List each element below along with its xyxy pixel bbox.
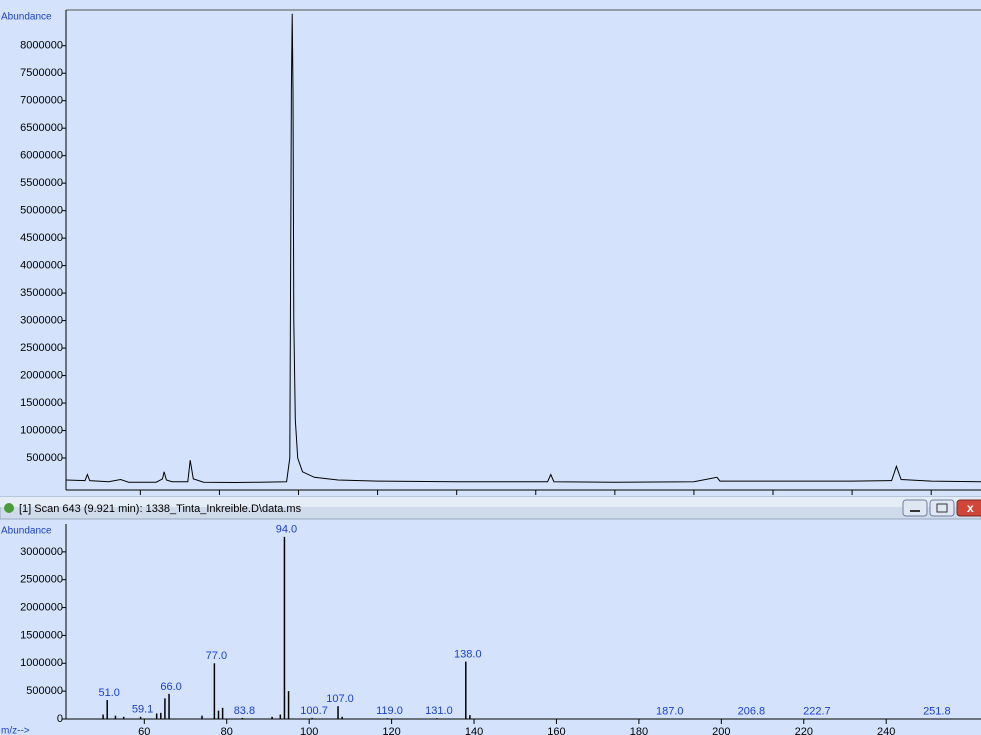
y-tick-label: 2000000 (20, 369, 63, 381)
y-tick-label: 1000000 (20, 424, 63, 436)
peak-label: 222.7 (803, 705, 831, 717)
x-tick-label: 240 (877, 726, 895, 735)
peak-label: 83.8 (234, 705, 255, 717)
title-bar-highlight (0, 497, 981, 507)
y-tick-label: 1500000 (20, 629, 63, 641)
peak-label: 107.0 (326, 693, 354, 705)
maximize-button[interactable] (929, 499, 955, 517)
y-tick-label: 7500000 (20, 67, 63, 79)
x-tick-label: 160 (547, 726, 565, 735)
x-tick-label: 200 (712, 726, 730, 735)
minimize-button[interactable] (902, 499, 928, 517)
peak-label: 51.0 (99, 687, 120, 699)
peak-label: 119.0 (376, 705, 403, 717)
y-tick-label: 2500000 (20, 342, 63, 354)
close-icon: x (967, 501, 974, 515)
peak-label: 206.8 (738, 705, 766, 717)
peak-label: 94.0 (276, 524, 297, 536)
close-button[interactable] (956, 499, 981, 517)
peak-label: 59.1 (132, 704, 153, 716)
y-axis-title: Abundance (1, 526, 52, 537)
y-tick-label: 2000000 (20, 601, 63, 613)
y-tick-label: 3500000 (20, 287, 63, 299)
x-tick-label: 140 (465, 726, 483, 735)
x-tick-label: 60 (138, 726, 150, 735)
peak-label: 131.0 (425, 705, 453, 717)
y-tick-label: 3000000 (20, 314, 63, 326)
y-tick-label: 0 (57, 713, 63, 725)
peak-label: 77.0 (206, 650, 227, 662)
window-icon (4, 503, 14, 513)
y-tick-label: 5500000 (20, 177, 63, 189)
y-tick-label: 6500000 (20, 122, 63, 134)
x-tick-label: 120 (382, 726, 400, 735)
y-tick-label: 5000000 (20, 205, 63, 217)
x-tick-label: 80 (221, 726, 233, 735)
window-title: [1] Scan 643 (9.921 min): 1338_Tinta_Ink… (19, 503, 302, 515)
y-tick-label: 500000 (26, 685, 63, 697)
x-tick-label: 100 (300, 726, 318, 735)
y-tick-label: 3000000 (20, 546, 63, 558)
y-tick-label: 1000000 (20, 657, 63, 669)
peak-label: 100.7 (300, 705, 328, 717)
y-tick-label: 7000000 (20, 95, 63, 107)
x-axis-title: m/z--> (1, 726, 30, 735)
y-tick-label: 6000000 (20, 150, 63, 162)
x-tick-label: 180 (630, 726, 648, 735)
y-tick-label: 4500000 (20, 232, 63, 244)
y-tick-label: 4000000 (20, 260, 63, 272)
y-tick-label: 500000 (26, 452, 63, 464)
x-tick-label: 220 (795, 726, 813, 735)
y-tick-label: 2500000 (20, 574, 63, 586)
peak-label: 187.0 (656, 705, 684, 717)
y-tick-label: 1500000 (20, 397, 63, 409)
maximize-icon (936, 503, 948, 513)
peak-label: 66.0 (160, 681, 181, 693)
y-axis-title: Abundance (1, 12, 52, 23)
peak-label: 138.0 (454, 649, 482, 661)
y-tick-label: 8000000 (20, 40, 63, 52)
peak-label: 251.8 (923, 706, 951, 718)
chromatogram-trace (65, 13, 981, 484)
